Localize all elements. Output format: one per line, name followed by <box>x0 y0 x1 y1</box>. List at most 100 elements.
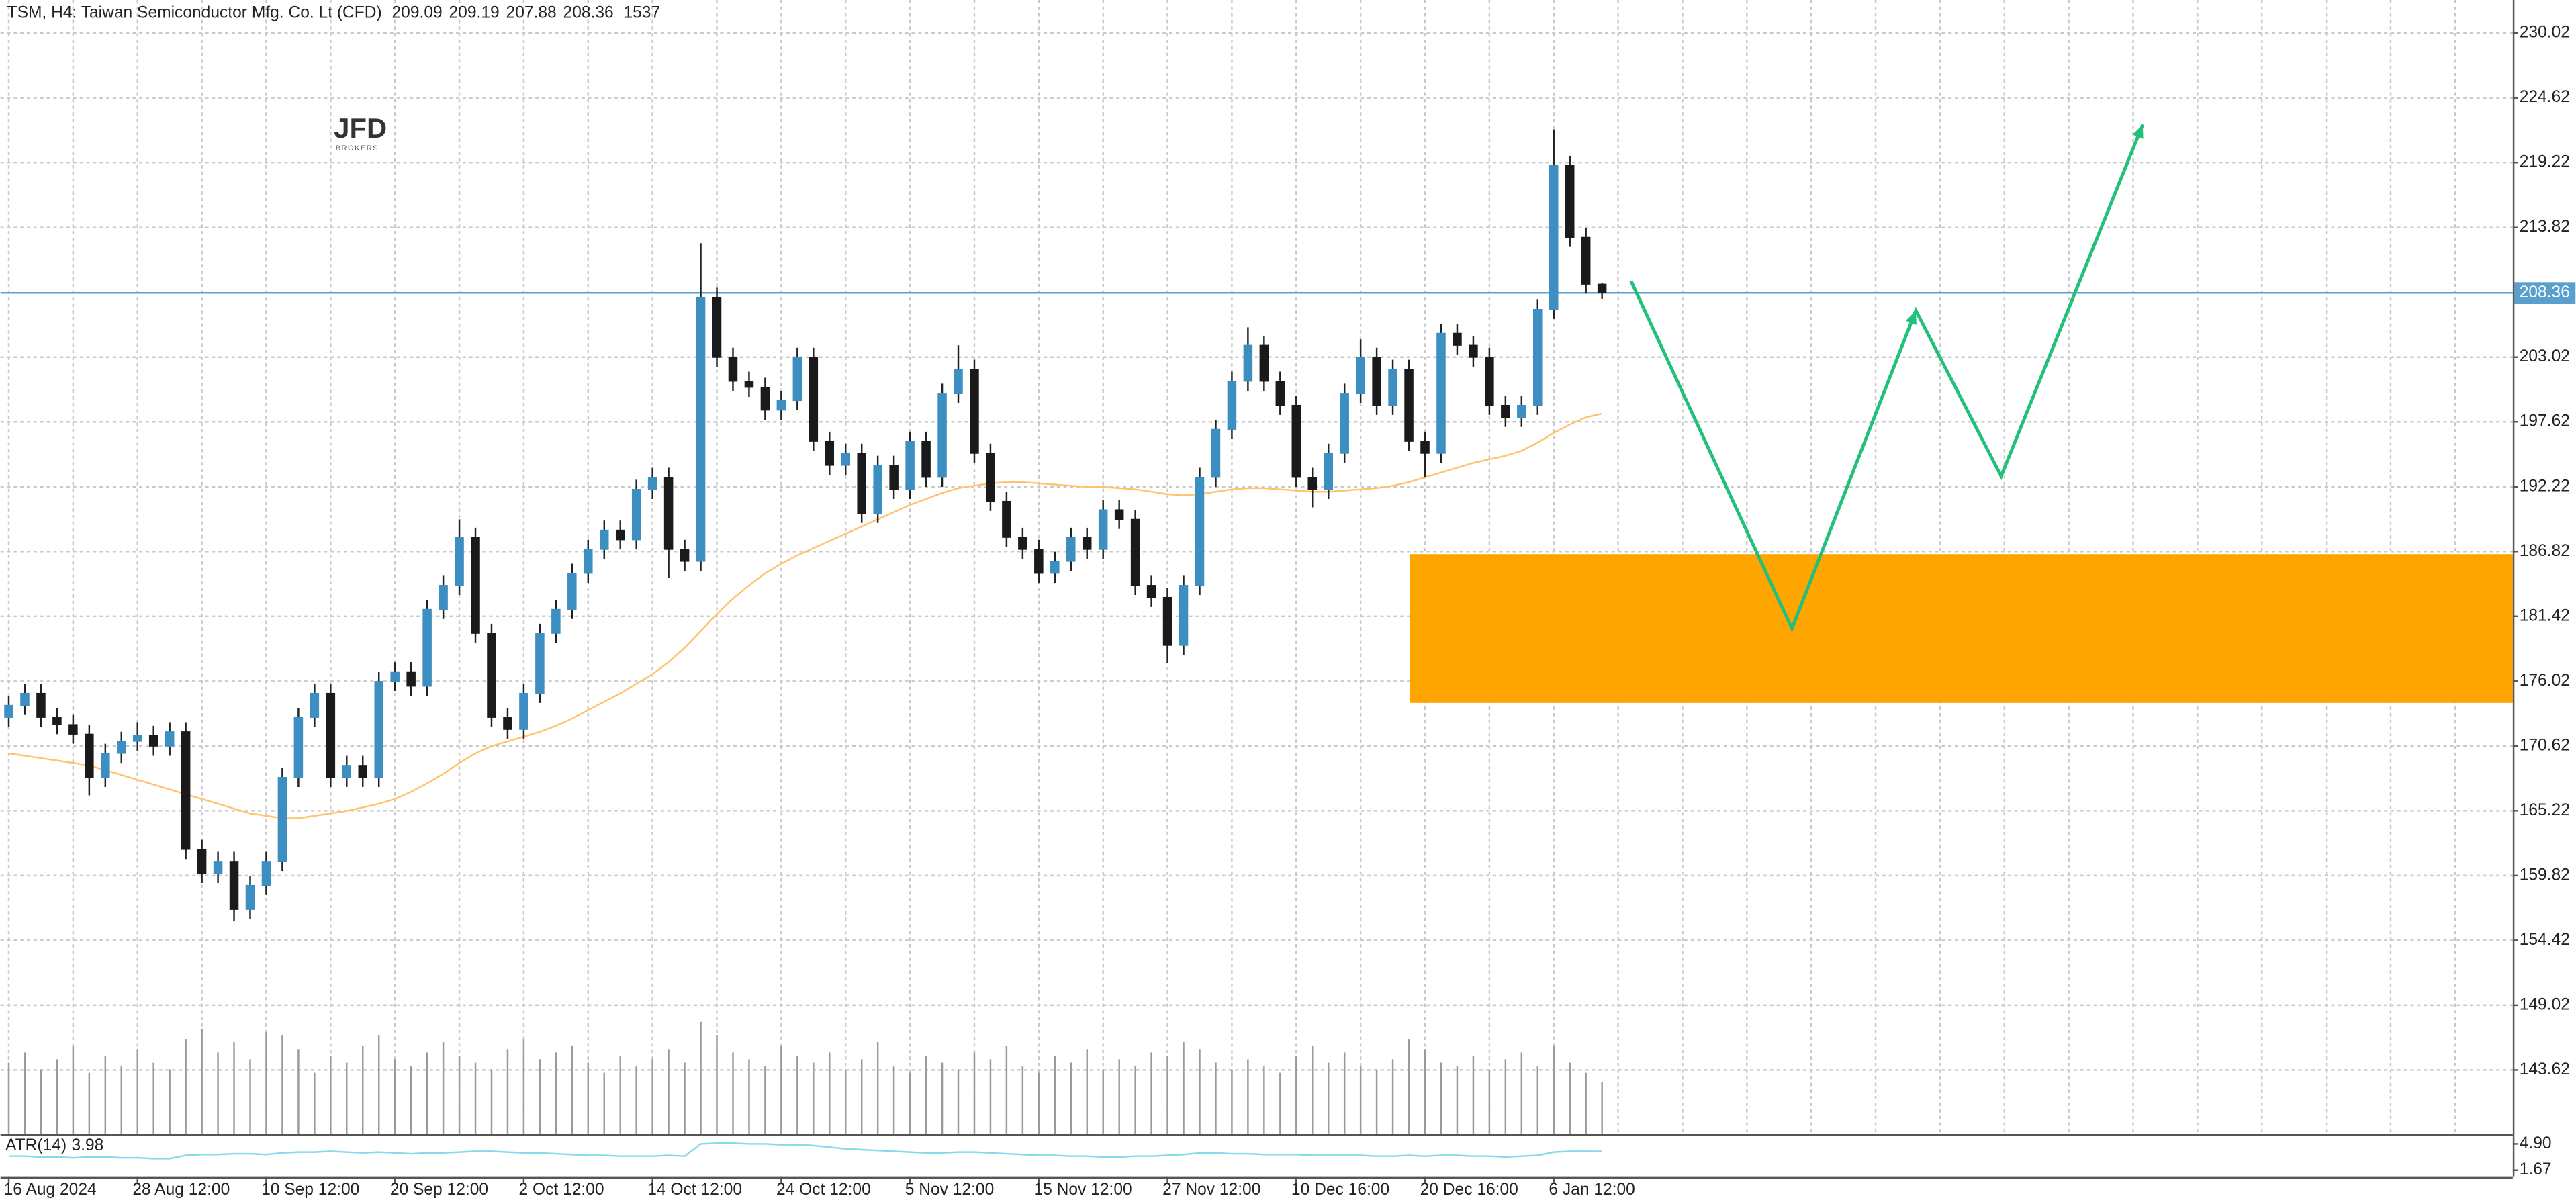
candle-body <box>293 717 304 778</box>
candle-body <box>1179 585 1189 646</box>
last-price-box <box>2514 282 2576 304</box>
candle-body <box>776 400 786 411</box>
candle-body <box>744 381 754 388</box>
candle-body <box>1227 381 1237 430</box>
candle-body <box>326 692 336 778</box>
y-tick-label: 186.82 <box>2520 542 2570 560</box>
candle-body <box>1356 357 1365 394</box>
candle-body <box>1340 393 1349 454</box>
support-zone <box>1410 554 2513 703</box>
candle-body <box>36 692 46 718</box>
candle-body <box>503 717 512 730</box>
header-low: 207.88 <box>506 3 557 21</box>
atr-line <box>9 1142 1602 1160</box>
candle-body <box>1597 283 1607 293</box>
y-tick-label: 219.22 <box>2520 153 2570 171</box>
candle-body <box>970 369 979 454</box>
candle-body <box>85 733 94 778</box>
candle-body <box>20 692 30 706</box>
candle-body <box>1372 357 1381 406</box>
x-tick-label: 28 Aug 12:00 <box>132 1181 230 1199</box>
candle-body <box>358 765 368 778</box>
y-tick-label: 165.22 <box>2520 801 2570 819</box>
candle-body <box>1581 236 1591 285</box>
y-tick-label: 192.22 <box>2520 477 2570 495</box>
candle-body <box>1549 165 1559 310</box>
x-tick-label: 10 Dec 16:00 <box>1291 1181 1389 1199</box>
candle-body <box>584 549 593 574</box>
header-close: 208.36 <box>563 3 614 21</box>
candle-body <box>1195 477 1205 586</box>
candle-body <box>1034 549 1044 574</box>
candle-body <box>390 671 400 682</box>
candle-body <box>792 357 802 402</box>
header-volume: 1537 <box>623 3 660 21</box>
candle-body <box>551 608 561 634</box>
candle-body <box>857 453 866 514</box>
candle-body <box>261 861 271 886</box>
chart-title: TSM, H4: Taiwan Semiconductor Mfg. Co. L… <box>7 3 382 21</box>
candle-body <box>1211 428 1221 478</box>
candle-body <box>663 477 674 550</box>
x-tick-label: 24 Oct 12:00 <box>776 1181 871 1199</box>
candle-body <box>1098 509 1108 550</box>
candle-body <box>1436 332 1446 454</box>
atr-tick-label: 1.67 <box>2520 1160 2552 1179</box>
candle-body <box>1307 477 1318 490</box>
candle-body <box>1485 357 1494 406</box>
candle-body <box>101 753 110 778</box>
candle-body <box>1002 500 1011 538</box>
candle-body <box>696 297 706 562</box>
candle-body <box>181 731 191 850</box>
candle-body <box>229 861 239 910</box>
candle-body <box>406 671 416 687</box>
y-tick-label: 213.82 <box>2520 218 2570 236</box>
candle-body <box>567 573 577 610</box>
candle-body <box>889 465 899 490</box>
candle-body <box>599 529 609 550</box>
candle-body <box>1453 332 1462 346</box>
x-tick-label: 27 Nov 12:00 <box>1162 1181 1260 1199</box>
candle-body <box>197 849 207 874</box>
candle-body <box>986 453 995 502</box>
last-price-label: 208.36 <box>2520 283 2570 302</box>
candle-body <box>4 704 13 718</box>
candle-body <box>213 861 223 874</box>
y-tick-label: 203.02 <box>2520 347 2570 365</box>
candle-body <box>728 357 738 382</box>
candle-body <box>471 537 480 634</box>
x-tick-label: 10 Sep 12:00 <box>261 1181 359 1199</box>
candle-body <box>825 441 835 466</box>
y-tick-label: 197.62 <box>2520 412 2570 430</box>
x-tick-label: 5 Nov 12:00 <box>905 1181 995 1199</box>
candle-body <box>760 387 770 411</box>
candle-body <box>519 692 528 730</box>
x-tick-label: 2 Oct 12:00 <box>519 1181 604 1199</box>
header-high: 209.19 <box>449 3 500 21</box>
candle-body <box>439 585 448 610</box>
candle-body <box>615 529 625 541</box>
indicator-label: ATR(14) 3.98 <box>5 1136 103 1154</box>
candle-body <box>1082 537 1092 550</box>
y-tick-label: 170.62 <box>2520 736 2570 754</box>
candle-body <box>342 765 352 778</box>
candle-body <box>310 692 320 718</box>
atr-value: 3.98 <box>72 1136 104 1154</box>
candle-body <box>712 297 722 358</box>
arrow-head <box>1905 310 1917 325</box>
candle-body <box>1501 404 1510 418</box>
y-tick-label: 224.62 <box>2520 88 2570 106</box>
logo: JFD <box>334 112 387 144</box>
candle-body <box>132 735 142 742</box>
candle-body <box>245 884 255 910</box>
candle-body <box>1469 344 1478 358</box>
candle-body <box>1259 344 1269 382</box>
candle-body <box>422 608 432 687</box>
candle-body <box>873 465 882 514</box>
x-tick-label: 14 Oct 12:00 <box>647 1181 742 1199</box>
candle-body <box>841 453 851 466</box>
candle-body <box>1533 308 1543 406</box>
y-tick-label: 159.82 <box>2520 866 2570 884</box>
